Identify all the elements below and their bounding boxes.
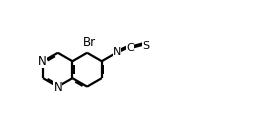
Text: N: N [53, 81, 62, 94]
Text: N: N [113, 47, 121, 57]
Text: Br: Br [83, 36, 96, 49]
Text: N: N [38, 55, 47, 68]
Text: S: S [142, 41, 149, 51]
Text: C: C [126, 43, 134, 53]
